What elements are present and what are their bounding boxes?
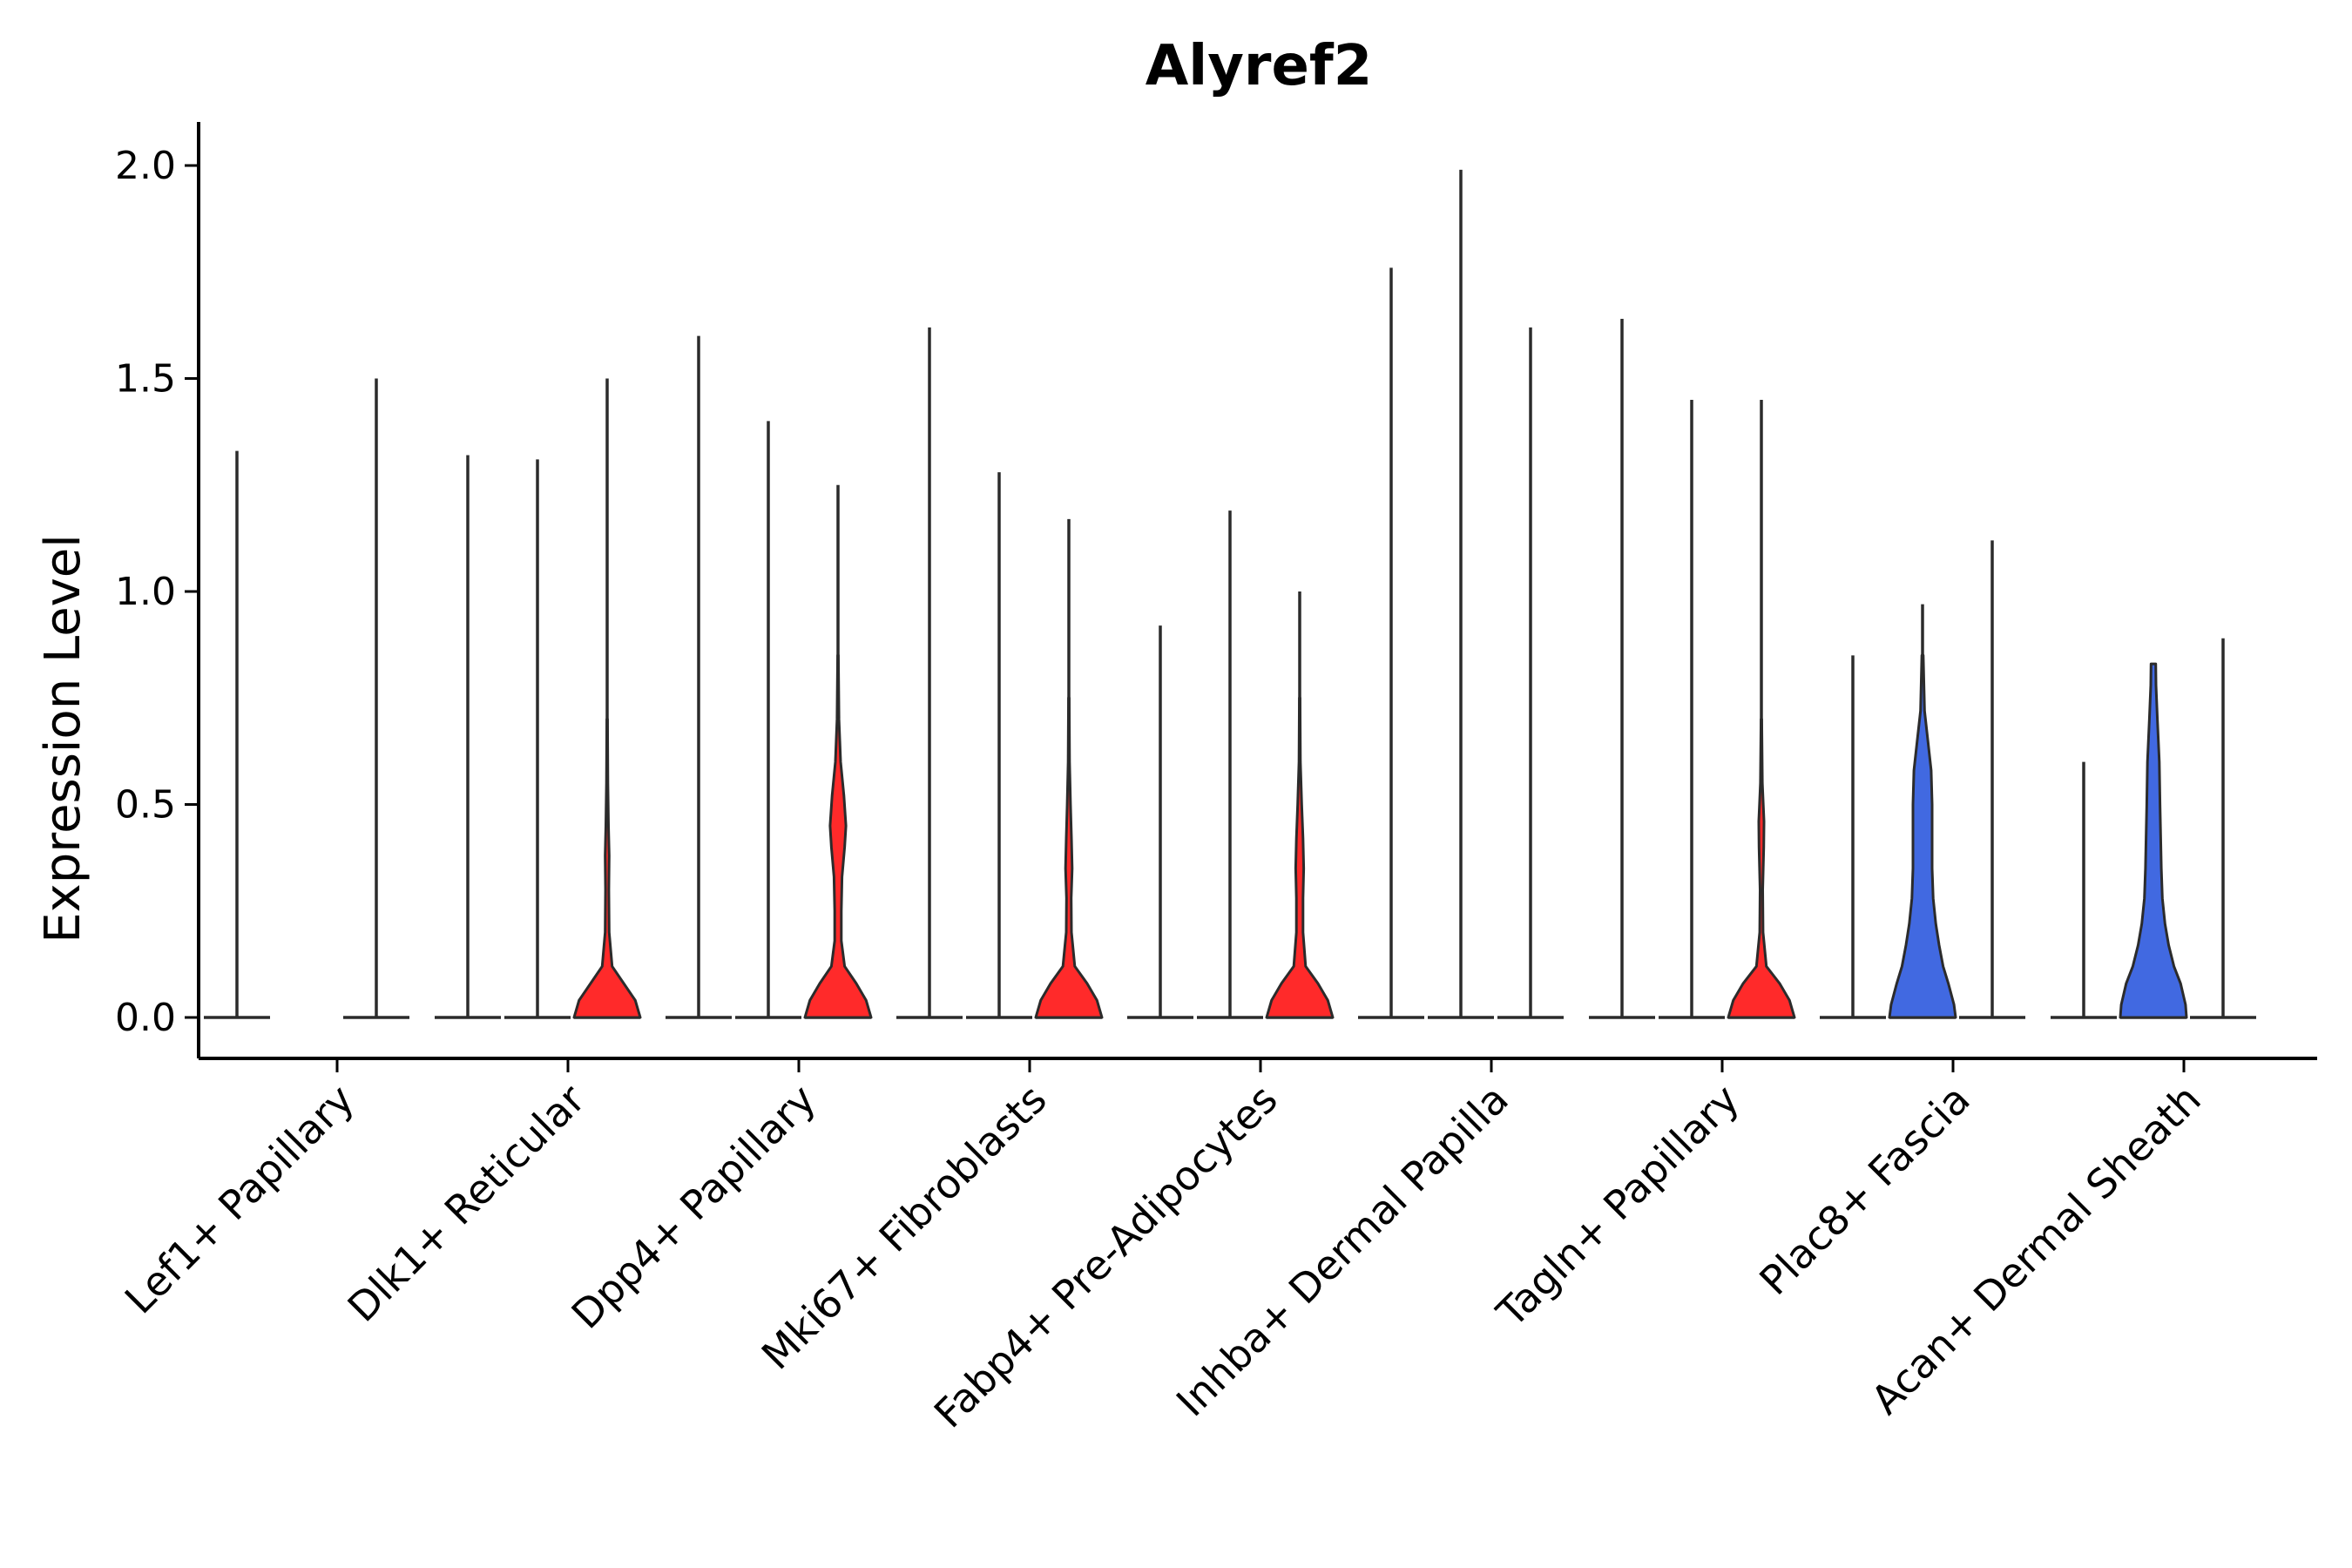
y-tick-label: 0.5 <box>115 783 176 828</box>
x-tick-label: Lef1+ Papillary <box>116 1076 363 1323</box>
y-tick-label: 1.0 <box>115 570 176 614</box>
y-tick-label: 1.5 <box>115 357 176 402</box>
violin-body <box>1034 696 1104 1019</box>
violin-body <box>1888 653 1957 1019</box>
y-axis-label: Expression Level <box>35 534 91 943</box>
x-tick-label: Dlk1+ Reticular <box>339 1076 594 1331</box>
violin-body <box>1727 718 1796 1019</box>
violin-group <box>666 335 873 1019</box>
violin-layer <box>204 169 2256 1019</box>
violin-body <box>1265 696 1335 1019</box>
violin-body <box>572 718 642 1019</box>
axes <box>197 122 2317 1060</box>
violin-group <box>2051 638 2256 1019</box>
y-tick-label: 2.0 <box>115 144 176 188</box>
violin-group <box>1358 169 1564 1019</box>
violin-group <box>1127 510 1335 1019</box>
chart-title: Alyref2 <box>1146 34 1373 98</box>
violin-group <box>1820 540 2025 1019</box>
violin-body <box>2119 662 2188 1019</box>
violin-group <box>435 378 642 1019</box>
x-tick-label: Dpp4+ Papillary <box>563 1076 825 1338</box>
x-tick-label: Plac8+ Fascia <box>1750 1076 1978 1304</box>
violin-body <box>803 653 873 1019</box>
x-tick-label: Tagln+ Papillary <box>1487 1076 1748 1337</box>
y-ticks: 0.0 0.5 1.0 1.5 2.0 <box>115 144 199 1040</box>
violin-group <box>896 327 1104 1019</box>
violin-group <box>204 378 409 1019</box>
y-tick-label: 0.0 <box>115 996 176 1040</box>
violin-group <box>1589 319 1796 1019</box>
